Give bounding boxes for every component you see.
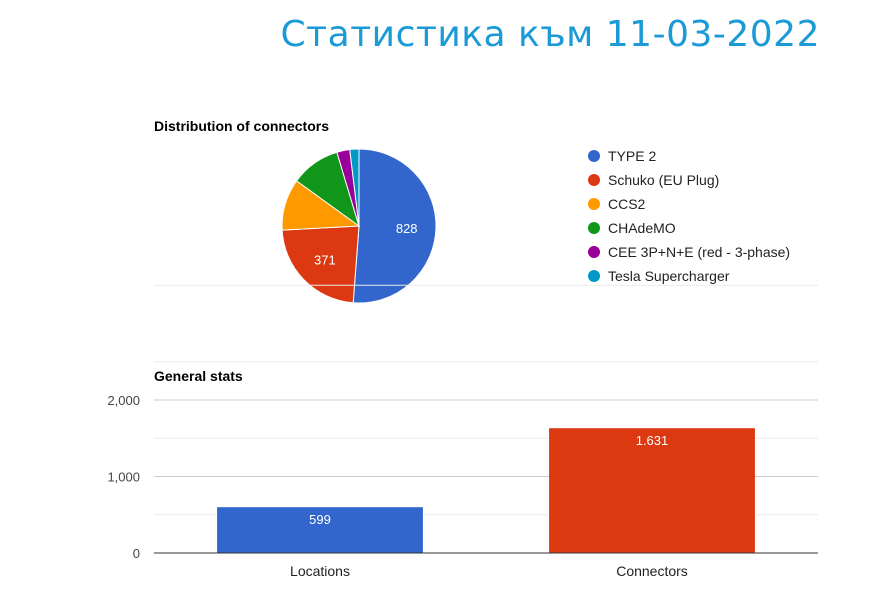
legend-swatch [588, 246, 600, 258]
legend-label: CCS2 [608, 196, 646, 212]
legend-item: CEE 3P+N+E (red - 3-phase) [588, 244, 790, 260]
pie-slice-1 [281, 225, 360, 304]
pie-slice-label-1: 371 [314, 252, 336, 267]
legend-item: CCS2 [588, 196, 645, 212]
y-tick-label: 1,000 [107, 470, 140, 485]
y-tick-label: 2,000 [107, 393, 140, 408]
bar-value-label: 599 [309, 512, 331, 527]
bar-chart-title: General stats [154, 368, 243, 384]
pie-slice-label-0: 828 [396, 221, 418, 236]
x-category-label: Locations [290, 563, 350, 579]
x-category-label: Connectors [616, 563, 688, 579]
legend-swatch [588, 150, 600, 162]
legend-item: Schuko (EU Plug) [588, 172, 719, 188]
legend-item: TYPE 2 [588, 148, 656, 164]
pie-slice-0 [352, 148, 437, 304]
legend-item: Tesla Supercharger [588, 268, 729, 284]
legend-swatch [588, 270, 600, 282]
legend-label: CHAdeMO [608, 220, 676, 236]
legend-label: TYPE 2 [608, 148, 657, 164]
legend-swatch [588, 174, 600, 186]
pie-slice-5 [349, 148, 360, 227]
bar-connectors [549, 428, 755, 553]
bar-value-label: 1.631 [636, 433, 669, 448]
legend-swatch [588, 222, 600, 234]
legend-label: Schuko (EU Plug) [608, 172, 720, 188]
page-title: Статистика към 11-03-2022 [280, 14, 820, 55]
legend-swatch [588, 198, 600, 210]
pie-chart-title: Distribution of connectors [154, 118, 329, 134]
legend-label: Tesla Supercharger [608, 268, 730, 284]
y-tick-label: 0 [133, 546, 140, 561]
bar-locations [217, 507, 423, 553]
legend-label: CEE 3P+N+E (red - 3-phase) [608, 244, 791, 260]
legend-item: CHAdeMO [588, 220, 676, 236]
